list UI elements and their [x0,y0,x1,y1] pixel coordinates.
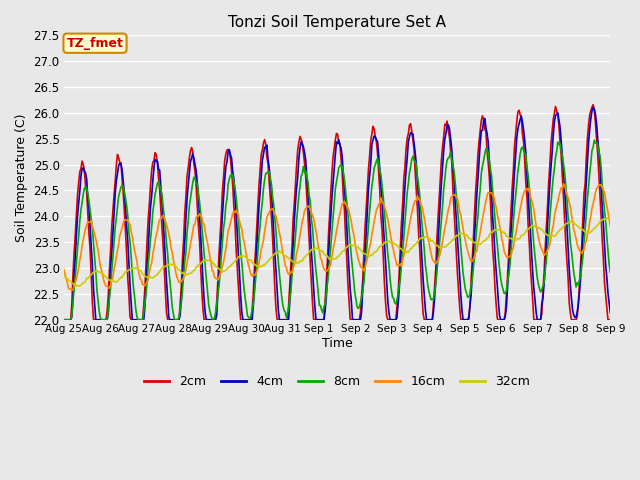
Legend: 2cm, 4cm, 8cm, 16cm, 32cm: 2cm, 4cm, 8cm, 16cm, 32cm [139,370,535,393]
Title: Tonzi Soil Temperature Set A: Tonzi Soil Temperature Set A [228,15,446,30]
Text: TZ_fmet: TZ_fmet [67,36,124,50]
Y-axis label: Soil Temperature (C): Soil Temperature (C) [15,113,28,242]
X-axis label: Time: Time [322,336,353,350]
